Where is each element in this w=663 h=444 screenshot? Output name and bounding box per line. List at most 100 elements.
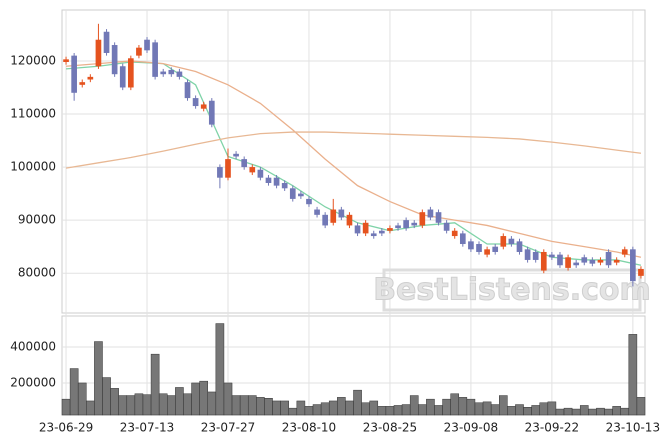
price-panel (61, 9, 646, 314)
candle-body (103, 31, 110, 53)
volume-bar (167, 395, 176, 416)
volume-bar (191, 382, 200, 416)
candle-body (87, 76, 94, 80)
candle-body (330, 209, 337, 223)
volume-bar (288, 407, 298, 416)
volume-bar (353, 389, 362, 416)
volume-bar (539, 402, 549, 416)
candle-body (557, 254, 563, 266)
volume-bar (361, 402, 370, 416)
volume-bar (158, 393, 168, 416)
volume-bar (442, 398, 451, 416)
volume-bar (102, 377, 111, 416)
candle-body (565, 257, 571, 268)
candle-body (605, 251, 612, 266)
volume-bar (547, 401, 557, 416)
candle-body (419, 212, 426, 226)
candle-body (476, 244, 482, 252)
volume-bar (345, 400, 354, 416)
volume-bar (175, 387, 184, 416)
volume-bar (385, 406, 395, 416)
candle-body (492, 246, 499, 252)
volume-bar (612, 406, 621, 416)
volume-bar (280, 400, 289, 416)
candle-body (225, 159, 231, 178)
moving-average-line (65, 60, 642, 258)
candle-body (298, 193, 304, 197)
volume-bar (77, 382, 87, 416)
candle-body (484, 249, 490, 255)
candle-body (435, 212, 442, 223)
candle-body (306, 198, 312, 205)
candle-body (217, 167, 223, 178)
volume-bar (369, 400, 379, 416)
x-tick-label: 23-10-13 (606, 421, 660, 435)
candle-body (379, 230, 385, 234)
candle-body (111, 45, 118, 75)
volume-bar (490, 404, 500, 416)
x-tick-label: 23-07-27 (201, 421, 255, 435)
volume-bar (628, 334, 638, 416)
x-tick-label: 23-09-22 (525, 421, 579, 435)
volume-bar (474, 402, 484, 416)
volume-bar (588, 408, 597, 416)
volume-bar (150, 353, 160, 416)
volume-bar (579, 405, 589, 416)
x-tick-label: 23-06-29 (39, 421, 93, 435)
candle-body (427, 209, 434, 218)
candle-body (500, 236, 507, 247)
candle-body (621, 249, 628, 255)
candle-body (273, 177, 280, 186)
candle-body (338, 209, 345, 218)
volume-bar (636, 397, 646, 416)
volume-bar (320, 402, 330, 416)
volume-bar (571, 408, 581, 416)
candle-body (387, 228, 393, 231)
candle-body (152, 42, 158, 77)
candle-body (597, 259, 604, 263)
volume-bar (199, 380, 208, 416)
candle-body (354, 225, 361, 234)
volume-bar (296, 400, 306, 416)
volume-bar (183, 393, 192, 416)
volume-bar (337, 397, 346, 416)
candle-body (346, 214, 353, 226)
candle-body (281, 182, 288, 189)
candle-body (549, 254, 555, 258)
volume-bar (328, 400, 338, 416)
candle-body (144, 39, 150, 51)
candle-body (589, 259, 596, 264)
candle-body (508, 238, 515, 245)
candle-body (257, 169, 264, 178)
volume-bar (207, 391, 217, 416)
volume-bar (247, 395, 257, 416)
candle-body (540, 251, 547, 271)
volume-bar (458, 397, 468, 416)
volume-bar (377, 406, 387, 416)
volume-bar (434, 405, 443, 416)
candle-body (289, 188, 296, 199)
candle-body (395, 225, 401, 229)
volume-bar (231, 395, 241, 416)
volume-bar (482, 401, 492, 416)
candle-body (516, 241, 523, 252)
candle-body (79, 82, 86, 85)
moving-average-line (65, 61, 642, 266)
volume-bar (239, 395, 249, 416)
candle-body (403, 220, 409, 229)
y-tick-label: 120000 (10, 53, 56, 67)
volume-bar (620, 407, 630, 416)
y-tick-label: 90000 (18, 213, 56, 227)
candle-body (160, 71, 167, 75)
x-tick-label: 23-07-13 (120, 421, 174, 435)
volume-bar (215, 323, 225, 416)
volume-bar (604, 408, 613, 416)
watermark: BestListens.com (373, 273, 651, 308)
volume-bar (264, 398, 273, 416)
candle-body (630, 249, 636, 282)
candle-body (71, 55, 77, 93)
x-tick-label: 23-08-25 (363, 421, 417, 435)
candle-body (200, 104, 207, 109)
volume-bar (223, 382, 233, 416)
candle-body (322, 214, 328, 226)
